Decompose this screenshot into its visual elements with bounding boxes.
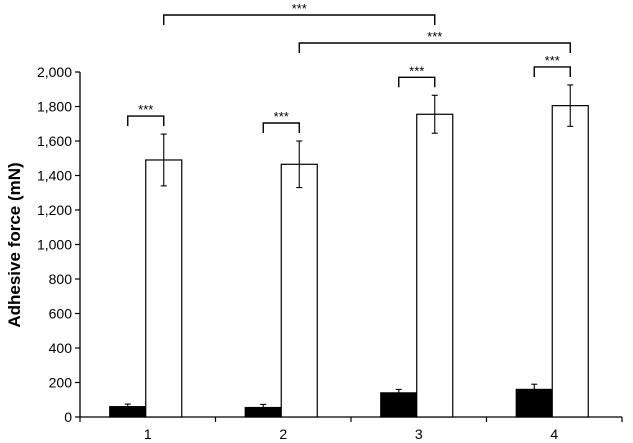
y-tick-label: 600	[49, 306, 73, 322]
bar	[380, 392, 418, 418]
y-tick-label: 1,800	[37, 99, 72, 115]
x-tick-label: 3	[415, 426, 423, 442]
y-tick-label: 800	[49, 271, 73, 287]
bar	[515, 388, 553, 418]
y-tick-label: 1,600	[37, 133, 72, 149]
significance-label: ***	[409, 63, 424, 78]
significance-bracket	[262, 122, 300, 133]
significance-label: ***	[427, 29, 442, 44]
x-tick-label: 2	[279, 426, 287, 442]
plot-area: 0 200 400 600 800 1,000 1,200 1,400 1,600 1,800 2,…	[37, 1, 623, 442]
bar	[145, 159, 183, 418]
significance-label: ***	[545, 53, 560, 68]
y-tick-label: 200	[49, 375, 73, 391]
y-tick-label: 1,000	[37, 237, 72, 253]
bar	[551, 105, 589, 418]
y-tick-label: 2,000	[37, 64, 72, 80]
y-tick-label: 1,200	[37, 202, 72, 218]
significance-bracket	[298, 42, 571, 53]
bar	[280, 163, 318, 418]
y-tick-label: 1,400	[37, 168, 72, 184]
significance-bracket	[533, 66, 571, 77]
y-tick-label: 0	[64, 409, 72, 425]
significance-label: ***	[274, 109, 289, 124]
bar	[416, 113, 454, 418]
significance-bracket	[398, 76, 436, 88]
significance-label: ***	[292, 1, 307, 16]
y-tick-label: 400	[49, 340, 73, 356]
significance-label: ***	[138, 102, 153, 117]
y-axis-title: Adhesive force (mN)	[5, 162, 24, 327]
significance-bracket	[163, 14, 436, 25]
x-tick-label: 4	[550, 426, 558, 442]
x-tick-label: 1	[144, 426, 152, 442]
significance-bracket	[127, 115, 165, 127]
